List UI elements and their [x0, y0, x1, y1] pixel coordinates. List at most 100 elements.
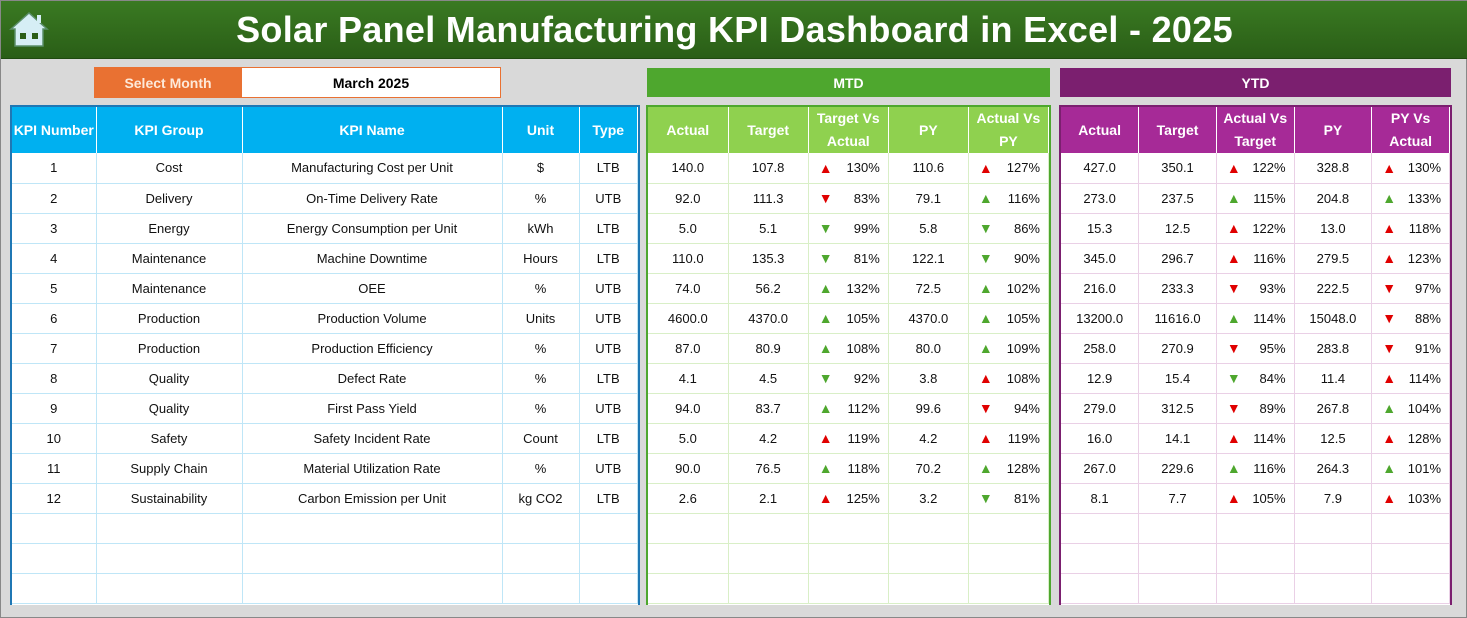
- variance-value: 118%: [847, 460, 880, 476]
- variance-value: 99%: [853, 220, 880, 236]
- cell: ▲ 108%: [968, 363, 1049, 394]
- variance-value: 130%: [846, 160, 880, 176]
- table-row: 90.0 76.5 ▲ 118% 70.2 ▲ 128%: [648, 453, 1049, 484]
- home-icon[interactable]: [7, 9, 51, 49]
- arrow-up-icon: ▲: [1382, 370, 1397, 386]
- cell: ▲ 114%: [1216, 303, 1295, 334]
- cell: 204.8: [1294, 183, 1373, 214]
- table-row: 5.0 4.2 ▲ 119% 4.2 ▲ 119%: [648, 423, 1049, 454]
- arrow-up-icon: ▲: [978, 460, 993, 476]
- variance-value: 92%: [853, 370, 880, 386]
- cell-num: 4: [12, 243, 97, 274]
- title-bar: Solar Panel Manufacturing KPI Dashboard …: [1, 1, 1467, 59]
- table-row: 8 Quality Defect Rate% LTB: [12, 363, 638, 394]
- variance: ▲ 103%: [1372, 490, 1449, 506]
- arrow-up-icon: ▲: [1382, 430, 1397, 446]
- variance-value: 103%: [1407, 490, 1441, 506]
- table-row: 92.0 111.3 ▼ 83% 79.1 ▲ 116%: [648, 183, 1049, 214]
- variance-value: 122%: [1252, 220, 1286, 236]
- cell: ▲ 122%: [1216, 213, 1295, 244]
- cell: [808, 543, 889, 574]
- cell: 79.1: [888, 183, 969, 214]
- cell-unit: [502, 573, 580, 604]
- arrow-down-icon: ▼: [1226, 340, 1241, 356]
- cell: ▲ 125%: [808, 483, 889, 514]
- arrow-up-icon: ▲: [818, 310, 833, 326]
- variance-value: 81%: [1013, 490, 1040, 506]
- cell-name: Manufacturing Cost per Unit: [242, 153, 503, 184]
- cell: ▲ 105%: [1216, 483, 1295, 514]
- cell: 87.0: [648, 333, 729, 364]
- cell: 216.0: [1061, 273, 1140, 304]
- cell-group: [96, 513, 243, 544]
- cell: ▼ 95%: [1216, 333, 1295, 364]
- cell: [968, 543, 1049, 574]
- cell: 4370.0: [728, 303, 809, 334]
- cell: [648, 573, 729, 604]
- table-row: 110.0 135.3 ▼ 81% 122.1 ▼ 90%: [648, 243, 1049, 274]
- cell: 70.2: [888, 453, 969, 484]
- month-selector[interactable]: March 2025: [241, 67, 501, 98]
- variance: ▲ 128%: [969, 460, 1048, 476]
- cell: 5.0: [648, 213, 729, 244]
- cell-unit: %: [502, 393, 580, 424]
- variance: ▲ 105%: [1217, 490, 1294, 506]
- table-row: 345.0 296.7 ▲ 116% 279.5 ▲ 123%: [1061, 243, 1450, 274]
- variance: ▲ 128%: [1372, 430, 1449, 446]
- arrow-up-icon: ▲: [818, 490, 833, 506]
- table-row: 16.0 14.1 ▲ 114% 12.5 ▲ 128%: [1061, 423, 1450, 454]
- table-row: 5.0 5.1 ▼ 99% 5.8 ▼ 86%: [648, 213, 1049, 244]
- variance: ▲ 122%: [1217, 220, 1294, 236]
- variance: ▲ 118%: [809, 460, 888, 476]
- table-row: [1061, 543, 1450, 574]
- variance-value: 119%: [1007, 430, 1040, 446]
- cell: 4.5: [728, 363, 809, 394]
- cell: ▼ 99%: [808, 213, 889, 244]
- variance-value: 132%: [846, 280, 880, 296]
- cell-group: Delivery: [96, 183, 243, 214]
- arrow-down-icon: ▼: [1382, 340, 1397, 356]
- cell: 76.5: [728, 453, 809, 484]
- cell: 13.0: [1294, 213, 1373, 244]
- cell: 13200.0: [1061, 303, 1140, 334]
- arrow-down-icon: ▼: [818, 370, 833, 386]
- cell-name: Production Volume: [242, 303, 503, 334]
- cell-name: First Pass Yield: [242, 393, 503, 424]
- arrow-down-icon: ▼: [978, 220, 993, 236]
- arrow-down-icon: ▼: [1382, 310, 1397, 326]
- cell-num: [12, 573, 97, 604]
- variance-value: 105%: [1006, 310, 1040, 326]
- column-header: Target Vs Actual: [808, 107, 889, 153]
- cell-name: Defect Rate: [242, 363, 503, 394]
- variance: ▼ 81%: [809, 250, 888, 266]
- cell: ▲ 102%: [968, 273, 1049, 304]
- table-row: 2 Delivery On-Time Delivery Rate% UTB: [12, 183, 638, 214]
- kpi-info-table: KPI Number KPI Group KPI Name Unit Type 1 Cost…: [10, 105, 640, 605]
- cell-num: 6: [12, 303, 97, 334]
- cell: 8.1: [1061, 483, 1140, 514]
- variance: ▲ 108%: [809, 340, 888, 356]
- variance-value: 97%: [1414, 280, 1441, 296]
- cell-group: Supply Chain: [96, 453, 243, 484]
- variance-value: 118%: [1408, 220, 1441, 236]
- variance: ▲ 116%: [1217, 250, 1294, 266]
- cell-group: Quality: [96, 363, 243, 394]
- cell: 5.8: [888, 213, 969, 244]
- cell: ▲ 114%: [1216, 423, 1295, 454]
- ytd-table: Actual Target Actual Vs Target PY PY Vs Actu…: [1059, 105, 1452, 605]
- variance-value: 123%: [1407, 250, 1441, 266]
- cell: 3.2: [888, 483, 969, 514]
- cell-num: [12, 513, 97, 544]
- cell-num: 9: [12, 393, 97, 424]
- cell: [808, 573, 889, 604]
- table-row: [648, 543, 1049, 574]
- variance: ▲ 127%: [969, 160, 1048, 176]
- cell: 258.0: [1061, 333, 1140, 364]
- cell-num: 11: [12, 453, 97, 484]
- variance: ▲ 101%: [1372, 460, 1449, 476]
- dashboard-title: Solar Panel Manufacturing KPI Dashboard …: [236, 9, 1233, 50]
- cell-num: 12: [12, 483, 97, 514]
- arrow-up-icon: ▲: [1226, 250, 1241, 266]
- cell: ▲ 109%: [968, 333, 1049, 364]
- cell-name: [242, 543, 503, 574]
